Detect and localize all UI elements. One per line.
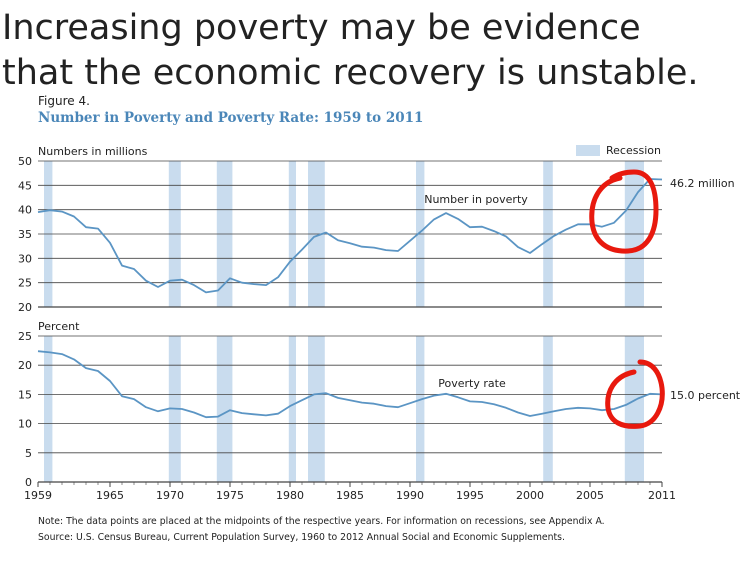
y-tick-label: 30	[18, 252, 32, 265]
legend-recession-label: Recession	[606, 144, 661, 157]
x-tick-label: 1959	[24, 489, 52, 502]
y-axis-label: Percent	[38, 320, 80, 333]
y-axis-label: Numbers in millions	[38, 145, 148, 158]
recession-band	[543, 336, 553, 482]
recession-band	[216, 336, 233, 482]
y-tick-label: 40	[18, 204, 32, 217]
figure-title: Number in Poverty and Poverty Rate: 1959…	[38, 110, 424, 126]
x-tick-label: 2000	[516, 489, 544, 502]
y-tick-label: 20	[18, 301, 32, 314]
series-line	[37, 350, 663, 419]
x-tick-label: 1980	[276, 489, 304, 502]
series-line	[37, 178, 663, 294]
annotation-circle-bottom	[605, 359, 665, 429]
recession-band	[624, 336, 644, 482]
x-tick-label: 1985	[336, 489, 364, 502]
recession-band	[288, 336, 296, 482]
x-tick-label: 1970	[156, 489, 184, 502]
y-tick-label: 20	[18, 359, 32, 372]
y-tick-label: 25	[18, 330, 32, 343]
x-tick-label: 1990	[396, 489, 424, 502]
y-tick-label: 0	[25, 476, 32, 489]
recession-band	[44, 336, 53, 482]
end-value-label: 15.0 percent	[670, 389, 741, 402]
x-tick-label: 1975	[216, 489, 244, 502]
headline-line-1: Increasing poverty may be evidence	[2, 8, 641, 48]
y-tick-label: 35	[18, 228, 32, 241]
annotation-circle-top	[589, 169, 659, 254]
x-tick-label: 2011	[648, 489, 676, 502]
y-tick-label: 10	[18, 418, 32, 431]
series-label: Poverty rate	[438, 377, 506, 390]
recession-band	[416, 336, 425, 482]
chart-source: Source: U.S. Census Bureau, Current Popu…	[38, 532, 565, 543]
x-tick-label: 1995	[456, 489, 484, 502]
series-label: Number in poverty	[424, 193, 528, 206]
y-tick-label: 45	[18, 179, 32, 192]
figure-label: Figure 4.	[38, 94, 90, 108]
x-tick-label: 2005	[576, 489, 604, 502]
x-tick-label: 1965	[96, 489, 124, 502]
y-tick-label: 5	[25, 447, 32, 460]
headline-line-2: that the economic recovery is unstable.	[2, 53, 699, 93]
y-tick-label: 50	[18, 155, 32, 168]
end-value-label: 46.2 million	[670, 177, 735, 190]
legend-recession-swatch	[576, 145, 600, 156]
y-tick-label: 15	[18, 388, 32, 401]
y-tick-label: 25	[18, 277, 32, 290]
chart-note: Note: The data points are placed at the …	[38, 516, 605, 527]
headline: Increasing poverty may be evidence that …	[2, 6, 752, 96]
recession-band	[308, 336, 325, 482]
